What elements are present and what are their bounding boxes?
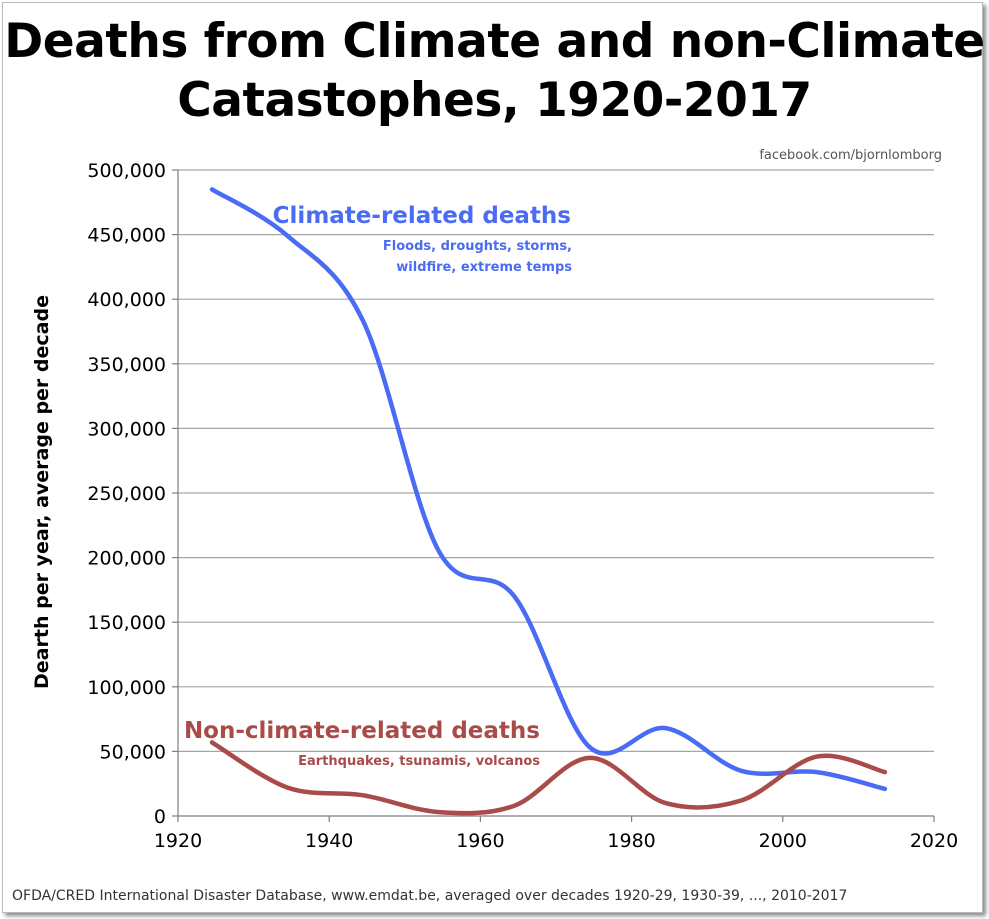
y-tick-label-9: 450,000 (87, 225, 166, 247)
chart-title: Deaths from Climate and non-Climate Cata… (0, 12, 989, 130)
y-tick-labels: 0 50,000 100,000 150,000 200,000 250,000 300,0… (87, 160, 166, 828)
x-tick-label-1: 1940 (305, 830, 353, 852)
nonclimate-series-note: Earthquakes, tsunamis, volcanos (298, 754, 540, 769)
chart-title-line-1: Deaths from Climate and non-Climate (4, 14, 985, 69)
y-tick-label-8: 400,000 (87, 289, 166, 311)
x-tick-label-4: 2000 (759, 830, 807, 852)
y-tick-label-7: 350,000 (87, 354, 166, 376)
climate-series-note-line-1: Floods, droughts, storms, (383, 239, 572, 254)
x-tick-label-3: 1980 (607, 830, 655, 852)
gridlines (172, 169, 934, 817)
y-tick-label-6: 300,000 (87, 418, 166, 440)
x-tick-labels: 1920 1940 1960 1980 2000 2020 (154, 830, 958, 852)
y-tick-label-1: 50,000 (100, 741, 166, 763)
y-tick-label-3: 150,000 (87, 612, 166, 634)
series-line-1 (209, 740, 888, 816)
y-tick-label-0: 0 (154, 806, 166, 828)
climate-series-note-line-2: wildfire, extreme temps (396, 260, 572, 275)
chart-title-line-2: Catastophes, 1920-2017 (177, 73, 812, 128)
x-tick-label-0: 1920 (154, 830, 202, 852)
axes (177, 170, 935, 822)
series-lines (209, 187, 888, 816)
series-line-0 (209, 187, 888, 792)
source-footnote: OFDA/CRED International Disaster Databas… (12, 888, 848, 904)
nonclimate-series-label: Non-climate-related deaths (184, 718, 540, 744)
y-tick-label-5: 250,000 (87, 483, 166, 505)
watermark-text: facebook.com/bjornlomborg (759, 148, 942, 163)
y-tick-label-4: 200,000 (87, 548, 166, 570)
y-tick-label-10: 500,000 (87, 160, 166, 182)
climate-series-label: Climate-related deaths (273, 203, 571, 229)
y-tick-label-2: 100,000 (87, 677, 166, 699)
x-tick-label-5: 2020 (910, 830, 958, 852)
y-axis-label: Dearth per year, average per decade (31, 295, 53, 689)
x-tick-label-2: 1960 (456, 830, 504, 852)
